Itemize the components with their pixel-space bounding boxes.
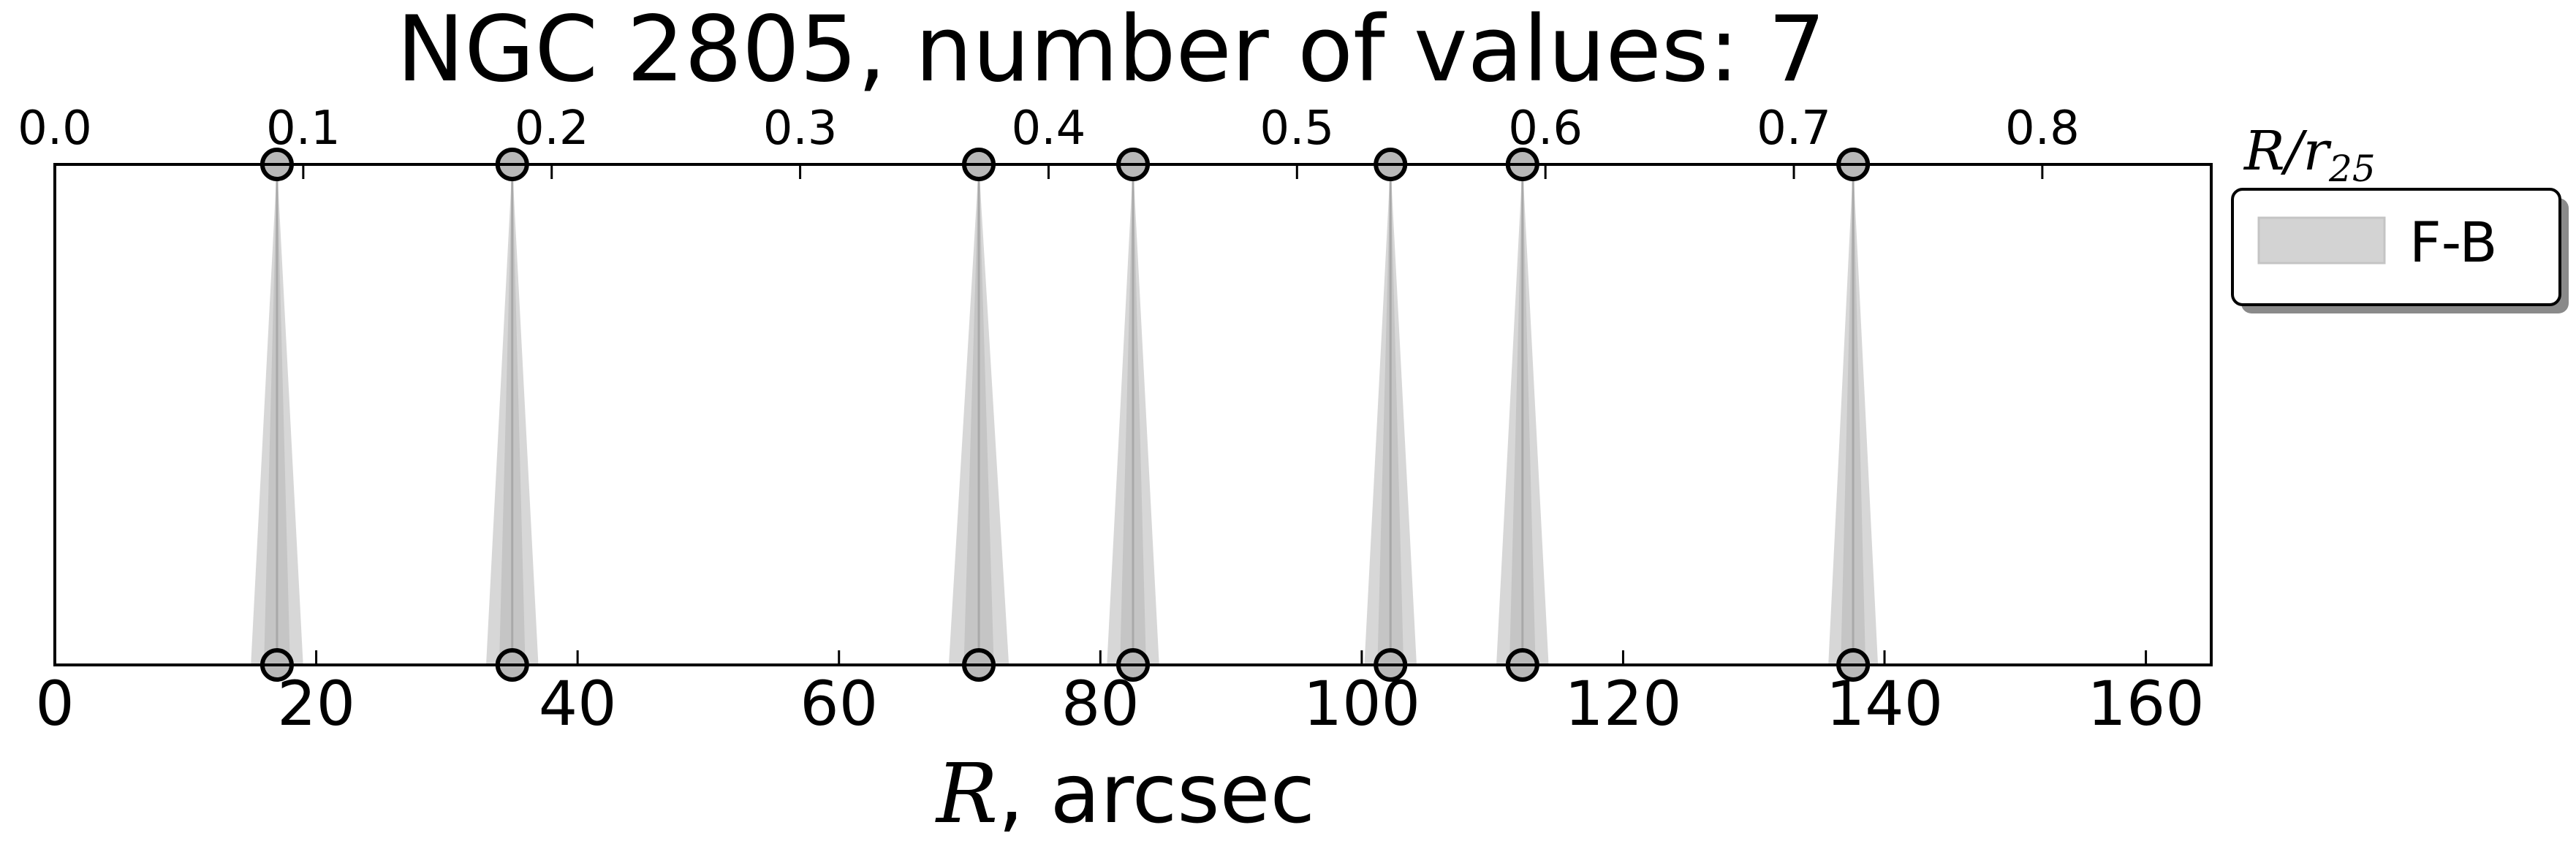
top-tick-label: 0.6: [1508, 102, 1583, 156]
x-axis-top: 0.0 0.1 0.2 0.3 0.4 0.5 0.6 0.7 0.8: [18, 102, 2080, 179]
marks-layer: [251, 148, 1879, 682]
top-axis-label: R/r25: [2243, 120, 2376, 190]
x-tick-label: 140: [1826, 668, 1943, 739]
x-axis-label-var: R: [935, 747, 998, 842]
top-tick-label: 0.4: [1012, 102, 1086, 156]
x-axis-label: R, arcsec: [935, 747, 1315, 842]
legend-swatch: [2257, 216, 2386, 265]
legend-label: F-B: [2409, 210, 2498, 275]
x-tick-label: 160: [2087, 668, 2204, 739]
x-axis-label-unit: , arcsec: [998, 747, 1315, 842]
legend: F-B: [2231, 188, 2569, 313]
x-tick-label: 80: [1061, 668, 1140, 739]
x-tick-label: 40: [539, 668, 617, 739]
top-axis-label-var: R/r: [2243, 120, 2333, 183]
top-tick-label: 0.5: [1259, 102, 1334, 156]
chart-title: NGC 2805, number of values: 7: [397, 0, 1826, 102]
top-tick-label: 0.8: [2005, 102, 2080, 156]
top-tick-label: 0.0: [18, 102, 92, 156]
x-tick-label: 120: [1564, 668, 1681, 739]
x-tick-label: 20: [277, 668, 355, 739]
x-tick-label: 60: [800, 668, 878, 739]
top-tick-label: 0.7: [1757, 102, 1831, 156]
top-tick-label: 0.1: [266, 102, 341, 156]
top-tick-label: 0.3: [763, 102, 838, 156]
top-tick-label: 0.2: [515, 102, 589, 156]
x-tick-label: 100: [1303, 668, 1420, 739]
plot-frame: [53, 163, 2213, 666]
top-axis-label-sub: 25: [2328, 148, 2376, 190]
x-axis-bottom: 0 20 40 60 80 100 120 140 160: [35, 650, 2205, 739]
x-tick-label: 0: [35, 668, 74, 739]
